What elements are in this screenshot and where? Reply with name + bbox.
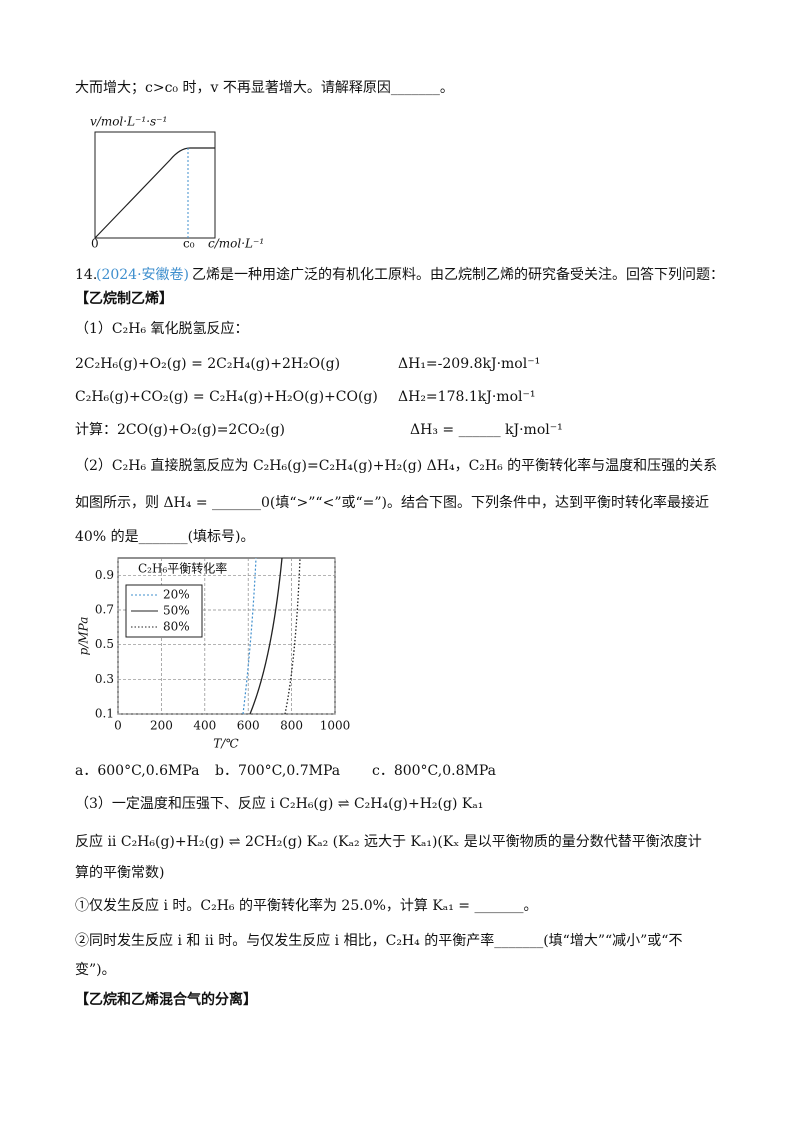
tick-label: c₀ [183,237,195,251]
legend-label: 20% [163,588,190,602]
figure-2: p/MPa T/℃ 0 200 400 600 800 1000 0.1 0.3 0.5 0.7 0… [77,557,351,751]
question-source: (2024·安徽卷) [96,267,189,283]
origin-label: 0 [91,237,99,251]
enthalpy: ΔH₃ = ______ kJ·mol⁻¹ [410,422,563,438]
text-line: （1）C₂H₆ 氧化脱氢反应： [75,320,249,337]
text-line: 乙烯是一种用途广泛的有机化工原料。由乙烷制乙烯的研究备受关注。回答下列问题： [192,266,724,283]
question-number: 14. [75,267,97,283]
x-tick-label: 600 [237,719,260,733]
plot-frame [94,131,216,239]
y-tick-label: 0.9 [95,568,114,582]
curve [94,147,215,239]
chart-title: C₂H₆平衡转化率 [138,561,227,576]
curve-80 [284,557,301,715]
text-line: 40% 的是_______(填标号)。 [75,529,255,545]
enthalpy: ΔH₂=178.1kJ·mol⁻¹ [398,389,535,405]
legend-label: 50% [163,604,190,618]
text-line: 如图所示，则 ΔH₄ = _______0(填“>”“<”或“=”)。结合下图。… [75,494,709,511]
text-line: 大而增大；c>c₀ 时，v 不再显著增大。请解释原因_______。 [75,80,454,96]
enthalpy: ΔH₁=-209.8kJ·mol⁻¹ [398,356,540,372]
axis-label: T/℃ [213,737,239,751]
y-tick-label: 0.5 [95,637,114,651]
text-line: （3）一定温度和压强下、反应 i C₂H₆(g) ⇌ C₂H₄(g)+H₂(g)… [75,795,483,812]
axis-label: c/mol·L⁻¹ [208,237,264,251]
option: b．700°C,0.7MPa [215,763,340,779]
text-line: ①仅发生反应 i 时。C₂H₆ 的平衡转化率为 25.0%，计算 Kₐ₁ = _… [75,897,537,914]
text-line: 反应 ii C₂H₆(g)+H₂(g) ⇌ 2CH₂(g) Kₐ₂ (Kₐ₂ 远… [75,833,702,850]
text-line: ②同时发生反应 i 和 ii 时。与仅发生反应 i 相比，C₂H₄ 的平衡产率_… [75,932,682,949]
equation: 计算：2CO(g)+O₂(g)=2CO₂(g) [75,422,285,438]
x-tick-label: 0 [114,719,122,733]
x-tick-label: 400 [193,719,216,733]
curve-20 [242,557,257,715]
equation: C₂H₆(g)+CO₂(g) = C₂H₄(g)+H₂O(g)+CO(g) [75,389,378,405]
text-line: 变”)。 [75,962,116,978]
text-line: （2）C₂H₆ 直接脱氢反应为 C₂H₆(g)=C₂H₄(g)+H₂(g) ΔH… [75,457,717,474]
text-line: 算的平衡常数) [75,865,164,881]
figure-1: v/mol·L⁻¹·s⁻¹ 0 c₀ c/mol·L⁻¹ [90,115,264,251]
x-tick-label: 200 [150,719,173,733]
axis-label: v/mol·L⁻¹·s⁻¹ [90,115,167,129]
equation: 2C₂H₆(g)+O₂(g) = 2C₂H₄(g)+2H₂O(g) [75,356,340,372]
x-tick-label: 1000 [320,719,351,733]
y-tick-label: 0.3 [95,672,114,686]
y-tick-label: 0.7 [95,603,114,617]
x-tick-label: 800 [280,719,303,733]
section-heading: 【乙烷和乙烯混合气的分离】 [75,991,257,1008]
option: c．800°C,0.8MPa [372,763,496,779]
legend-label: 80% [163,620,190,634]
curve-50 [249,557,283,715]
section-heading: 【乙烷制乙烯】 [75,290,173,307]
y-tick-label: 0.1 [95,707,114,721]
option: a．600°C,0.6MPa [75,763,199,779]
axis-label: p/MPa [77,617,91,656]
